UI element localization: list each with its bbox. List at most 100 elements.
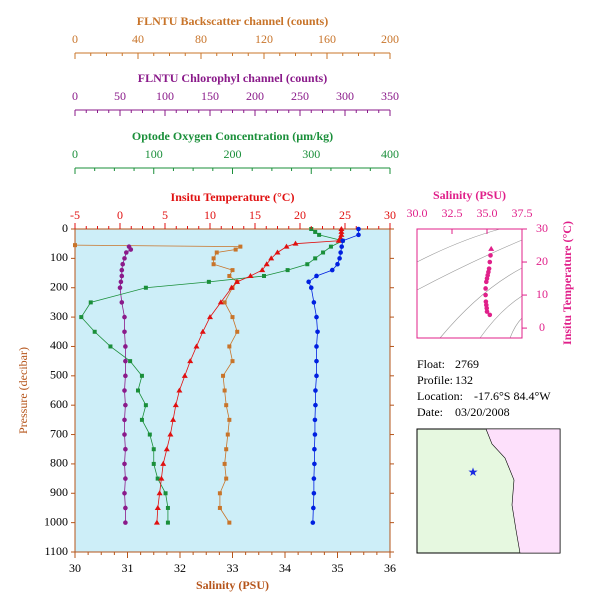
x-tick-label: 200 xyxy=(224,147,242,161)
x-tick-label: 150 xyxy=(201,89,219,103)
marker xyxy=(139,417,144,422)
marker xyxy=(79,315,84,320)
marker xyxy=(487,312,493,318)
marker xyxy=(122,417,127,423)
x-tick-label: 300 xyxy=(336,89,354,103)
marker xyxy=(206,279,211,284)
info-label: Date: xyxy=(417,405,443,419)
marker xyxy=(329,267,335,273)
marker xyxy=(313,388,318,393)
axis-title: FLNTU Backscatter channel (counts) xyxy=(137,14,328,28)
marker xyxy=(227,344,232,349)
x-tick-label: -5 xyxy=(70,208,80,222)
marker xyxy=(225,432,230,437)
x-tick-label: 15 xyxy=(249,208,261,222)
x-tick-label: 50 xyxy=(114,89,126,103)
y-tick-label: 500 xyxy=(50,368,68,382)
marker xyxy=(160,460,167,466)
marker xyxy=(128,359,133,364)
marker xyxy=(165,520,170,525)
marker xyxy=(221,373,226,378)
x-axis-title: Salinity (PSU) xyxy=(433,188,506,202)
info-label: Profile: xyxy=(417,373,453,387)
y-tick-label: 900 xyxy=(50,485,68,499)
marker xyxy=(230,359,235,364)
x-tick-label: 33 xyxy=(227,561,239,575)
y-tick-label: 1100 xyxy=(44,544,68,558)
axis-title: Optode Oxygen Concentration (µm/kg) xyxy=(132,129,333,143)
marker xyxy=(227,273,232,278)
marker xyxy=(224,447,229,452)
land xyxy=(485,428,561,554)
marker xyxy=(222,388,227,393)
marker xyxy=(484,279,489,285)
plot-area xyxy=(74,228,391,553)
marker xyxy=(170,416,177,422)
marker xyxy=(314,344,319,349)
marker xyxy=(313,229,318,234)
marker xyxy=(136,388,140,393)
x-tick-label: 300 xyxy=(302,147,320,161)
marker xyxy=(285,268,290,273)
marker xyxy=(305,262,310,267)
marker xyxy=(263,261,270,267)
marker xyxy=(312,432,318,437)
profile-line xyxy=(80,228,344,523)
marker xyxy=(163,491,168,496)
x-tick-label: 31 xyxy=(122,561,134,575)
marker xyxy=(155,476,160,481)
marker xyxy=(119,267,125,273)
y-tick-label: 20 xyxy=(536,254,548,268)
x-tick-label: 20 xyxy=(294,208,306,222)
x-tick-label: 5 xyxy=(162,208,168,222)
x-tick-label: 0 xyxy=(72,147,78,161)
marker xyxy=(217,299,224,305)
marker xyxy=(339,244,345,249)
marker xyxy=(123,358,128,364)
marker xyxy=(487,259,493,265)
marker xyxy=(122,329,127,335)
marker xyxy=(123,373,128,379)
x-tick-label: 250 xyxy=(291,89,309,103)
marker xyxy=(488,253,493,258)
x-tick-label: 0 xyxy=(117,208,123,222)
x-tick-label: 100 xyxy=(145,147,163,161)
marker xyxy=(230,315,235,320)
info-value: 132 xyxy=(455,373,473,387)
marker xyxy=(119,273,125,279)
y-tick-label: 0 xyxy=(539,320,545,334)
x-tick-label: 34 xyxy=(279,561,291,575)
x-tick-label: 30 xyxy=(384,208,396,222)
marker xyxy=(227,520,232,525)
x-tick-label: 200 xyxy=(246,89,264,103)
float-location-marker: ★ xyxy=(468,465,479,479)
info-value: 2769 xyxy=(455,357,479,371)
marker xyxy=(207,314,213,320)
marker xyxy=(193,343,200,349)
marker xyxy=(268,255,275,261)
marker xyxy=(311,300,317,305)
marker xyxy=(153,519,160,525)
y-tick-label: 30 xyxy=(536,221,548,235)
marker xyxy=(163,446,170,452)
marker xyxy=(151,461,156,466)
x-tick-label: 120 xyxy=(255,32,273,46)
x-tick-label: 400 xyxy=(381,147,399,161)
marker xyxy=(167,431,174,437)
marker xyxy=(313,402,318,408)
marker xyxy=(156,490,163,496)
marker xyxy=(176,387,183,393)
marker xyxy=(199,328,206,334)
marker xyxy=(274,249,281,255)
marker xyxy=(88,300,93,305)
marker xyxy=(338,231,345,237)
marker xyxy=(314,358,319,364)
profile-line xyxy=(156,229,342,523)
info-value: 03/20/2008 xyxy=(455,405,510,419)
y-tick-label: 0 xyxy=(62,221,68,235)
marker xyxy=(224,476,229,481)
x-tick-label: 30 xyxy=(69,561,81,575)
marker xyxy=(314,373,319,379)
marker xyxy=(122,490,127,496)
